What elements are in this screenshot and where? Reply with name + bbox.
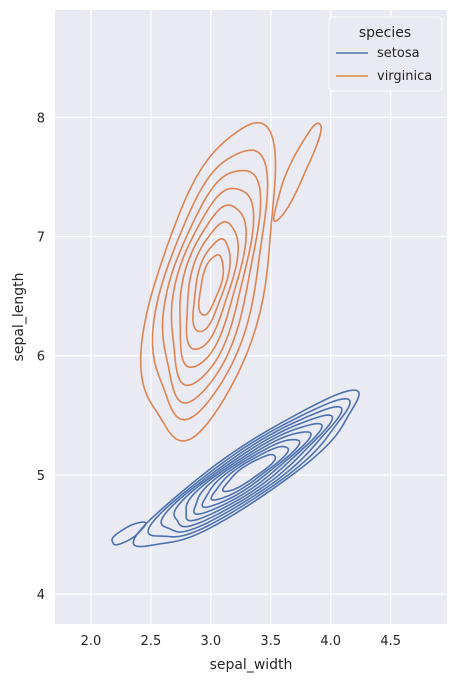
plot-background: [55, 10, 447, 624]
y-tick-label: 6: [37, 350, 45, 365]
virginica-contour-level: [161, 169, 262, 404]
y-tick-label: 5: [37, 469, 45, 484]
setosa-contour-level: [210, 445, 290, 501]
legend-label-virginica: virginica: [377, 69, 432, 84]
virginica-contour-level: [170, 187, 255, 387]
contours: [111, 121, 360, 548]
virginica-contour-level: [139, 121, 277, 442]
x-tick-label: 2.0: [81, 634, 102, 649]
series-setosa: [111, 389, 360, 548]
virginica-contour-level: [151, 149, 269, 421]
virginica-contour-level: [192, 238, 231, 333]
x-tick-label: 4.5: [380, 634, 401, 649]
virginica-contour-level: [272, 122, 322, 223]
y-tick-label: 8: [37, 111, 45, 126]
setosa-contour-level: [185, 422, 323, 522]
x-tick-label: 3.5: [260, 634, 281, 649]
x-tick-label: 3.0: [200, 634, 221, 649]
x-axis-label: sepal_width: [210, 657, 293, 673]
setosa-contour-level: [132, 389, 360, 548]
x-tick-label: 4.0: [320, 634, 341, 649]
legend-title: species: [359, 25, 411, 41]
y-tick-label: 7: [37, 231, 45, 246]
series-virginica: [139, 121, 322, 442]
legend-label-setosa: setosa: [377, 46, 420, 61]
grid: [55, 10, 447, 624]
virginica-contour-level: [179, 204, 247, 368]
y-tick-label: 4: [37, 588, 45, 603]
setosa-contour-level: [111, 521, 147, 546]
virginica-contour-level: [198, 254, 225, 316]
x-tick-label: 2.5: [141, 634, 162, 649]
legend-box: [328, 16, 443, 92]
setosa-contour-level: [193, 431, 312, 515]
y-axis-label: sepal_length: [11, 273, 27, 362]
setosa-contour-level: [201, 438, 301, 509]
virginica-contour-level: [185, 221, 239, 350]
setosa-contour-level: [160, 405, 343, 533]
setosa-contour-level: [173, 414, 334, 528]
x-tick-labels: 2.0 2.5 3.0 3.5 4.0 4.5: [81, 634, 401, 649]
y-tick-labels: 4 5 6 7 8: [37, 111, 45, 603]
setosa-contour-level: [221, 453, 277, 493]
setosa-contour-level: [147, 397, 351, 538]
legend: species setosa virginica: [328, 16, 443, 92]
